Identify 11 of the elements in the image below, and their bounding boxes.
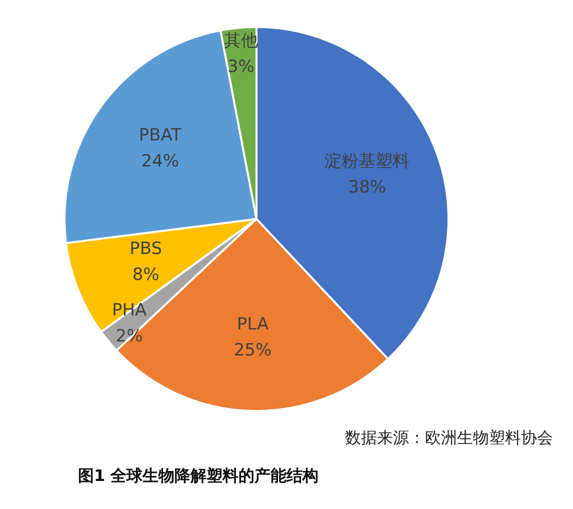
slice-label: PBS: [130, 239, 162, 260]
data-label: 3%: [227, 57, 254, 78]
slice-label: PBAT: [138, 125, 182, 146]
data-label: 24%: [141, 151, 180, 172]
data-label: 8%: [132, 265, 160, 286]
slice-label: PLA: [236, 314, 269, 334]
text: 图1 全球生物降解塑料的产能结构: [78, 466, 319, 487]
source-note: 数据来源：欧洲生物塑料协会: [344, 428, 553, 449]
slice-label: 淀粉基塑料: [324, 152, 410, 172]
data-label: 25%: [234, 340, 272, 360]
data-label: 38%: [348, 178, 386, 198]
